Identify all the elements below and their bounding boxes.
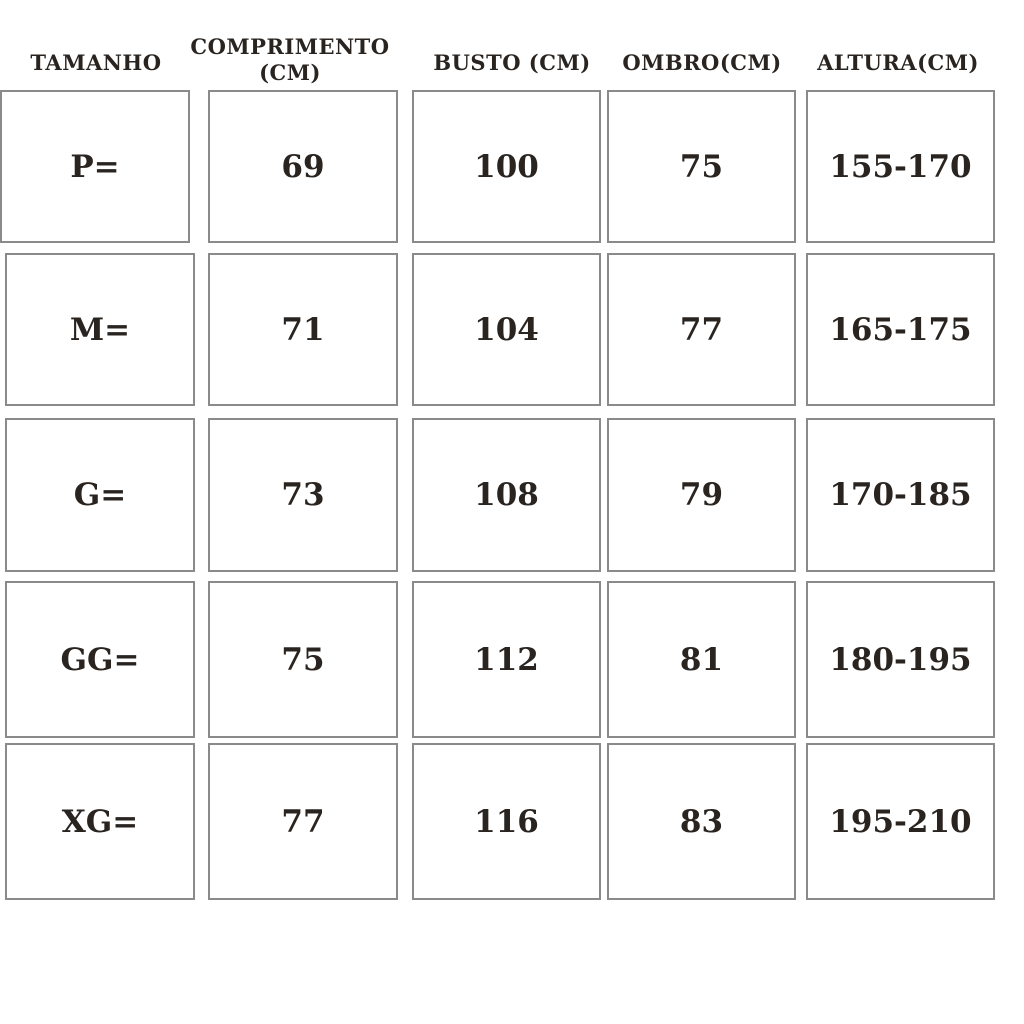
header-comprimento-line1: COMPRIMENTO bbox=[190, 34, 390, 59]
cell-value: 100 bbox=[474, 148, 539, 185]
cell-value: 165-175 bbox=[829, 311, 972, 348]
cell-altura: 180-195 bbox=[806, 581, 995, 738]
header-busto: BUSTO (CM) bbox=[433, 50, 591, 75]
cell-value: 77 bbox=[679, 311, 724, 348]
cell-tamanho: M= bbox=[5, 253, 195, 406]
cell-value: 116 bbox=[474, 803, 539, 840]
cell-value: XG= bbox=[61, 803, 139, 840]
cell-value: M= bbox=[69, 311, 131, 348]
cell-value: 69 bbox=[281, 148, 325, 185]
cell-ombro: 81 bbox=[607, 581, 796, 738]
cell-value: 170-185 bbox=[829, 477, 972, 513]
cell-tamanho: GG= bbox=[5, 581, 195, 738]
cell-comprimento: 77 bbox=[208, 743, 398, 900]
header-tamanho: TAMANHO bbox=[30, 50, 162, 75]
cell-value: 75 bbox=[281, 641, 325, 678]
cell-value: 180-195 bbox=[829, 641, 972, 678]
cell-busto: 100 bbox=[412, 90, 601, 243]
header-comprimento-line2: (CM) bbox=[259, 60, 321, 85]
cell-busto: 112 bbox=[412, 581, 601, 738]
cell-value: 71 bbox=[281, 311, 325, 348]
cell-value: 77 bbox=[281, 803, 325, 840]
cell-value: 83 bbox=[679, 803, 724, 840]
cell-tamanho: P= bbox=[0, 90, 190, 243]
header-ombro: OMBRO(CM) bbox=[622, 50, 782, 75]
cell-altura: 165-175 bbox=[806, 253, 995, 406]
cell-busto: 116 bbox=[412, 743, 601, 900]
cell-value: 79 bbox=[679, 477, 724, 513]
cell-ombro: 75 bbox=[607, 90, 796, 243]
cell-busto: 108 bbox=[412, 418, 601, 572]
cell-value: G= bbox=[73, 477, 127, 513]
cell-value: P= bbox=[70, 148, 120, 185]
cell-tamanho: XG= bbox=[5, 743, 195, 900]
cell-value: GG= bbox=[60, 641, 140, 678]
header-altura: ALTURA(CM) bbox=[817, 50, 979, 75]
cell-comprimento: 73 bbox=[208, 418, 398, 572]
cell-value: 73 bbox=[281, 477, 325, 513]
cell-ombro: 77 bbox=[607, 253, 796, 406]
cell-ombro: 79 bbox=[607, 418, 796, 572]
cell-value: 75 bbox=[679, 148, 724, 185]
cell-ombro: 83 bbox=[607, 743, 796, 900]
cell-altura: 170-185 bbox=[806, 418, 995, 572]
cell-altura: 155-170 bbox=[806, 90, 995, 243]
header-comprimento: COMPRIMENTO (CM) bbox=[190, 34, 390, 86]
cell-value: 104 bbox=[474, 311, 539, 348]
cell-comprimento: 71 bbox=[208, 253, 398, 406]
cell-value: 108 bbox=[474, 477, 539, 513]
cell-altura: 195-210 bbox=[806, 743, 995, 900]
cell-value: 81 bbox=[679, 641, 724, 678]
cell-busto: 104 bbox=[412, 253, 601, 406]
cell-value: 155-170 bbox=[829, 148, 972, 185]
cell-value: 195-210 bbox=[829, 803, 972, 840]
cell-tamanho: G= bbox=[5, 418, 195, 572]
cell-comprimento: 69 bbox=[208, 90, 398, 243]
cell-value: 112 bbox=[474, 641, 539, 678]
cell-comprimento: 75 bbox=[208, 581, 398, 738]
